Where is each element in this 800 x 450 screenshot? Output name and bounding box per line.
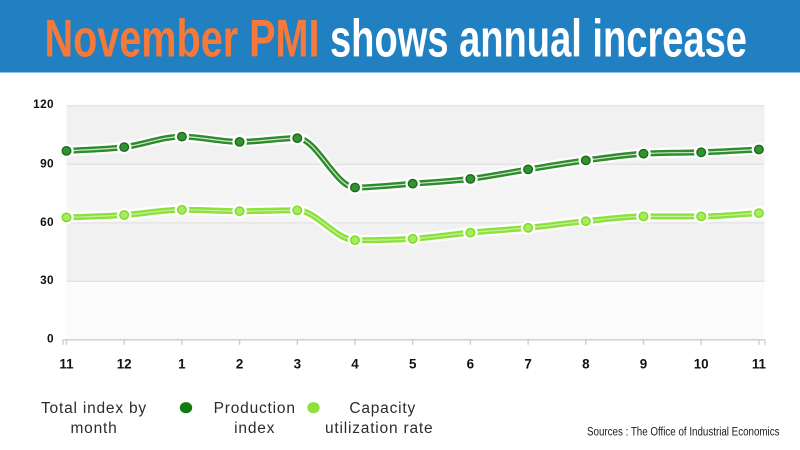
svg-text:9: 9 bbox=[640, 356, 647, 371]
svg-text:Capacity: Capacity bbox=[349, 400, 416, 417]
svg-text:5: 5 bbox=[409, 356, 417, 371]
svg-text:120: 120 bbox=[33, 97, 54, 111]
svg-text:November PMI: November PMI bbox=[45, 10, 320, 69]
svg-text:index: index bbox=[234, 420, 275, 437]
svg-text:Sources : The Office of Indust: Sources : The Office of Industrial Econo… bbox=[587, 427, 780, 439]
svg-text:4: 4 bbox=[351, 356, 359, 371]
svg-text:8: 8 bbox=[582, 356, 590, 371]
svg-text:0: 0 bbox=[47, 332, 54, 346]
svg-text:1: 1 bbox=[178, 356, 186, 371]
svg-text:10: 10 bbox=[694, 356, 709, 371]
svg-text:shows annual increase: shows annual increase bbox=[330, 10, 747, 69]
svg-text:utilization rate: utilization rate bbox=[325, 420, 433, 437]
svg-text:30: 30 bbox=[40, 273, 54, 287]
svg-text:11: 11 bbox=[752, 356, 767, 371]
svg-text:Production: Production bbox=[214, 400, 296, 417]
svg-text:3: 3 bbox=[294, 356, 301, 371]
svg-text:12: 12 bbox=[117, 356, 132, 371]
svg-text:Total index by: Total index by bbox=[41, 400, 147, 417]
svg-text:90: 90 bbox=[40, 156, 54, 170]
svg-text:7: 7 bbox=[524, 356, 531, 371]
svg-text:6: 6 bbox=[467, 356, 474, 371]
svg-text:60: 60 bbox=[40, 215, 54, 229]
svg-text:month: month bbox=[70, 420, 117, 437]
svg-text:2: 2 bbox=[236, 356, 243, 371]
svg-text:11: 11 bbox=[59, 356, 74, 371]
